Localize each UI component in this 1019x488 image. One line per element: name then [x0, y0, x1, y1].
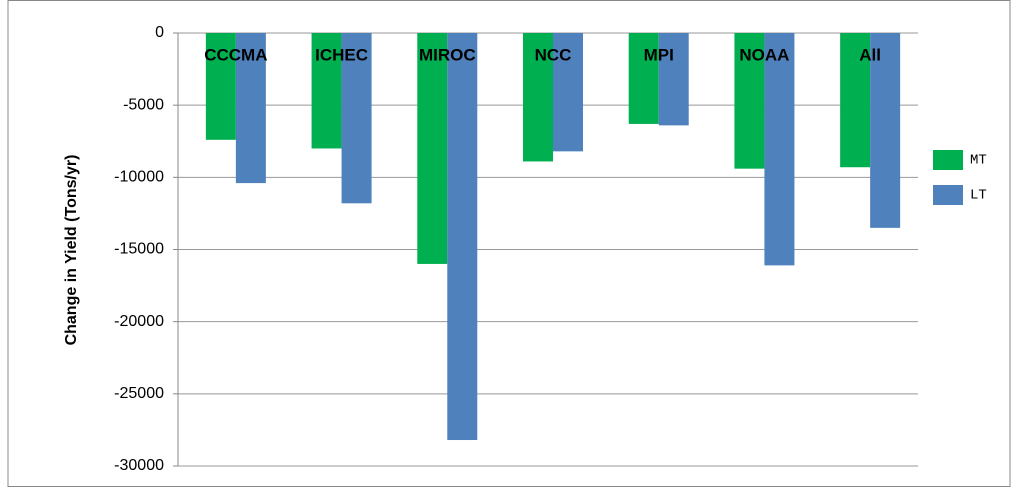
y-tick-label: -30000: [114, 457, 164, 474]
bar: [341, 33, 372, 204]
bar: [840, 33, 871, 168]
category-label: NCC: [535, 45, 572, 64]
legend-swatch: [933, 150, 963, 170]
bar: [628, 33, 659, 124]
category-label: NOAA: [739, 45, 789, 64]
legend-swatch: [933, 185, 963, 205]
category-label: ICHEC: [315, 45, 368, 64]
bar: [734, 33, 765, 169]
y-tick-label: -5000: [123, 96, 164, 113]
category-label: MPI: [644, 45, 674, 64]
y-tick-label: -10000: [114, 169, 164, 186]
bar: [658, 33, 689, 126]
legend-label: MT: [970, 153, 987, 169]
bar: [235, 33, 266, 184]
y-tick-label: -20000: [114, 313, 164, 330]
legend-label: LT: [970, 188, 987, 204]
category-label: MIROC: [419, 45, 476, 64]
bar: [417, 33, 448, 264]
bar: [311, 33, 342, 149]
bar: [764, 33, 795, 266]
category-label: CCCMA: [204, 45, 267, 64]
bar: [447, 33, 478, 441]
y-tick-label: 0: [155, 24, 164, 41]
y-tick-label: -15000: [114, 241, 164, 258]
bar: [553, 33, 583, 152]
bar: [205, 33, 236, 140]
y-axis-title: Change in Yield (Tons/yr): [63, 155, 80, 346]
category-label: All: [859, 45, 881, 64]
bar: [523, 33, 553, 162]
y-tick-label: -25000: [114, 385, 164, 402]
bar: [870, 33, 901, 228]
